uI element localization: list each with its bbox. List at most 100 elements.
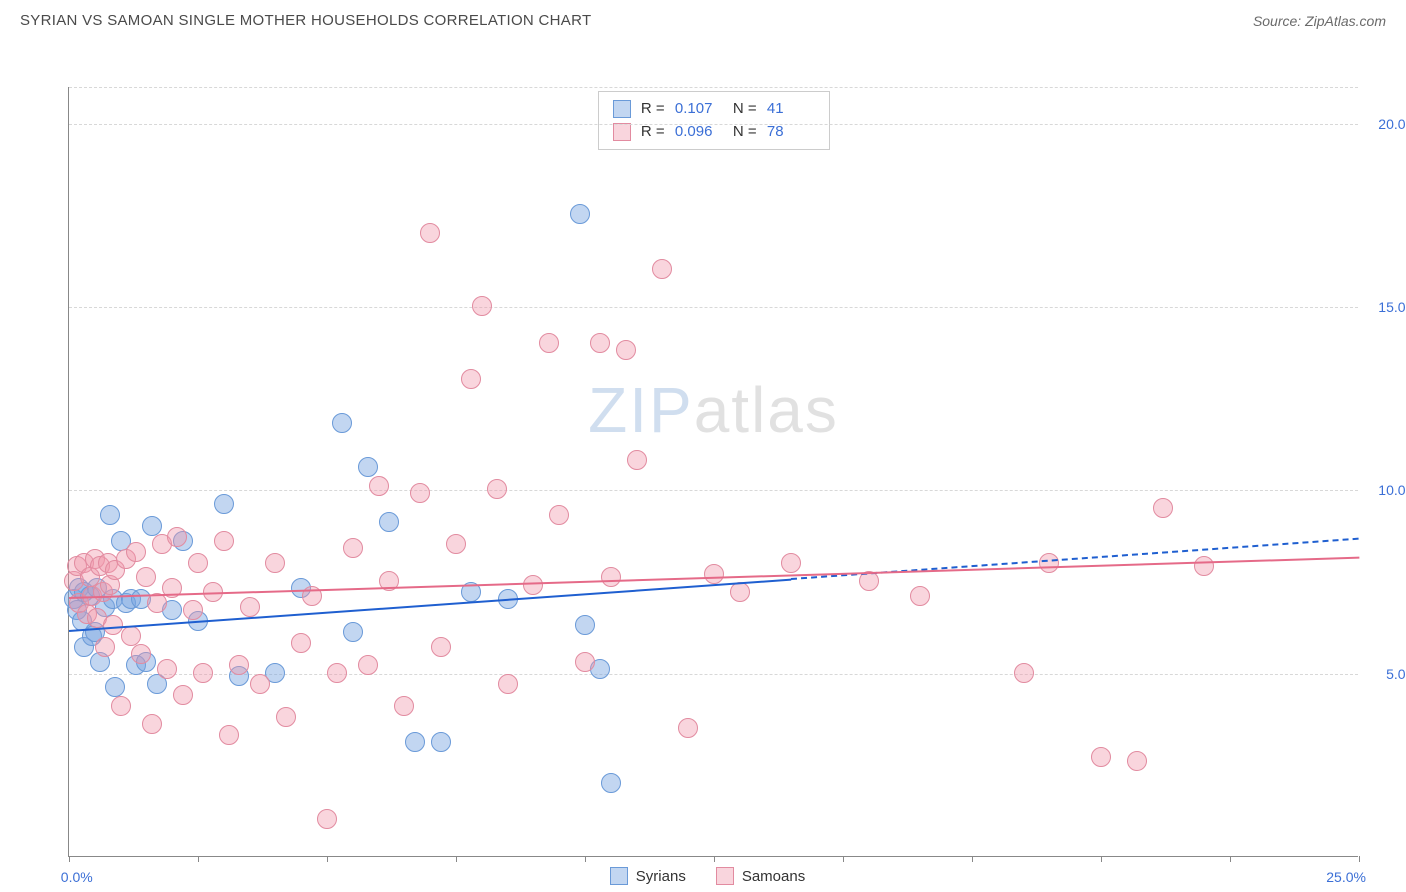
legend-r-label: R = bbox=[641, 98, 665, 121]
data-point bbox=[379, 512, 399, 532]
data-point bbox=[188, 553, 208, 573]
data-point bbox=[431, 637, 451, 657]
data-point bbox=[126, 542, 146, 562]
data-point bbox=[549, 505, 569, 525]
chart-source: Source: ZipAtlas.com bbox=[1253, 13, 1386, 29]
legend-n-value: 41 bbox=[767, 98, 815, 121]
data-point bbox=[105, 677, 125, 697]
series-legend: Syrians Samoans bbox=[610, 867, 805, 885]
x-tick bbox=[1359, 856, 1360, 862]
data-point bbox=[327, 663, 347, 683]
data-point bbox=[193, 663, 213, 683]
legend-label: Syrians bbox=[636, 868, 686, 885]
data-point bbox=[317, 809, 337, 829]
data-point bbox=[100, 505, 120, 525]
data-point bbox=[1091, 747, 1111, 767]
data-point bbox=[570, 204, 590, 224]
correlation-legend: R =0.107N =41R =0.096N =78 bbox=[598, 91, 830, 150]
data-point bbox=[410, 483, 430, 503]
gridline bbox=[69, 87, 1358, 88]
data-point bbox=[575, 615, 595, 635]
data-point bbox=[358, 655, 378, 675]
data-point bbox=[358, 457, 378, 477]
gridline bbox=[69, 307, 1358, 308]
data-point bbox=[704, 564, 724, 584]
data-point bbox=[405, 732, 425, 752]
data-point bbox=[219, 725, 239, 745]
x-tick bbox=[198, 856, 199, 862]
x-tick bbox=[1101, 856, 1102, 862]
watermark: ZIPatlas bbox=[588, 373, 839, 447]
data-point bbox=[229, 655, 249, 675]
data-point bbox=[575, 652, 595, 672]
data-point bbox=[394, 696, 414, 716]
legend-item: Samoans bbox=[716, 867, 805, 885]
y-tick-label: 20.0% bbox=[1378, 116, 1406, 132]
data-point bbox=[142, 714, 162, 734]
data-point bbox=[446, 534, 466, 554]
x-tick bbox=[69, 856, 70, 862]
legend-swatch bbox=[613, 123, 631, 141]
x-tick bbox=[714, 856, 715, 862]
data-point bbox=[616, 340, 636, 360]
data-point bbox=[1039, 553, 1059, 573]
data-point bbox=[539, 333, 559, 353]
data-point bbox=[1153, 498, 1173, 518]
gridline bbox=[69, 124, 1358, 125]
data-point bbox=[214, 531, 234, 551]
data-point bbox=[487, 479, 507, 499]
data-point bbox=[601, 773, 621, 793]
gridline bbox=[69, 490, 1358, 491]
data-point bbox=[431, 732, 451, 752]
data-point bbox=[142, 516, 162, 536]
data-point bbox=[121, 626, 141, 646]
data-point bbox=[240, 597, 260, 617]
x-tick bbox=[843, 856, 844, 862]
data-point bbox=[369, 476, 389, 496]
legend-swatch bbox=[610, 867, 628, 885]
data-point bbox=[291, 633, 311, 653]
data-point bbox=[730, 582, 750, 602]
data-point bbox=[781, 553, 801, 573]
data-point bbox=[678, 718, 698, 738]
data-point bbox=[265, 553, 285, 573]
data-point bbox=[498, 674, 518, 694]
data-point bbox=[472, 296, 492, 316]
legend-swatch bbox=[613, 100, 631, 118]
data-point bbox=[1127, 751, 1147, 771]
data-point bbox=[652, 259, 672, 279]
data-point bbox=[131, 644, 151, 664]
data-point bbox=[343, 538, 363, 558]
data-point bbox=[910, 586, 930, 606]
legend-item: Syrians bbox=[610, 867, 686, 885]
x-tick-label: 0.0% bbox=[61, 869, 93, 885]
data-point bbox=[1194, 556, 1214, 576]
legend-n-label: N = bbox=[733, 98, 757, 121]
data-point bbox=[103, 615, 123, 635]
data-point bbox=[111, 696, 131, 716]
data-point bbox=[214, 494, 234, 514]
legend-row: R =0.107N =41 bbox=[613, 98, 815, 121]
legend-label: Samoans bbox=[742, 868, 805, 885]
data-point bbox=[590, 333, 610, 353]
trend-line bbox=[69, 556, 1359, 598]
x-tick bbox=[972, 856, 973, 862]
y-tick-label: 15.0% bbox=[1378, 299, 1406, 315]
data-point bbox=[343, 622, 363, 642]
x-tick bbox=[456, 856, 457, 862]
data-point bbox=[250, 674, 270, 694]
data-point bbox=[136, 567, 156, 587]
watermark-part1: ZIP bbox=[588, 374, 694, 446]
data-point bbox=[95, 637, 115, 657]
data-point bbox=[1014, 663, 1034, 683]
x-tick bbox=[327, 856, 328, 862]
chart-header: SYRIAN VS SAMOAN SINGLE MOTHER HOUSEHOLD… bbox=[0, 0, 1406, 37]
data-point bbox=[461, 369, 481, 389]
data-point bbox=[173, 685, 193, 705]
watermark-part2: atlas bbox=[694, 374, 839, 446]
x-tick bbox=[1230, 856, 1231, 862]
data-point bbox=[332, 413, 352, 433]
data-point bbox=[601, 567, 621, 587]
y-tick-label: 5.0% bbox=[1386, 666, 1406, 682]
data-point bbox=[167, 527, 187, 547]
